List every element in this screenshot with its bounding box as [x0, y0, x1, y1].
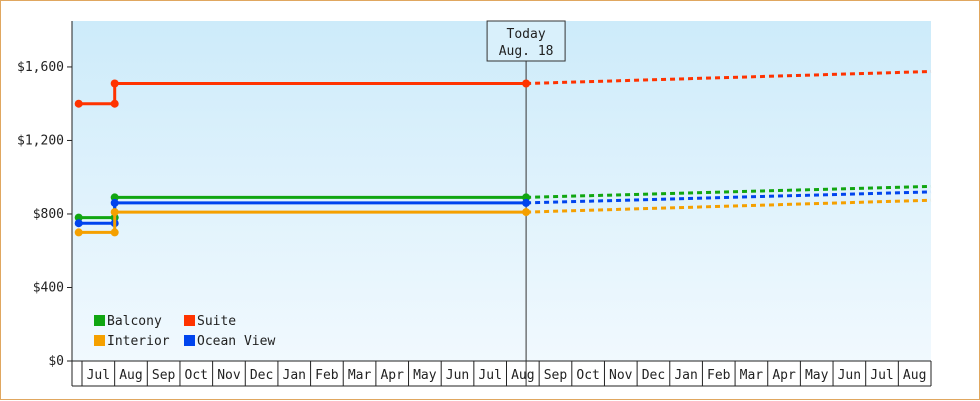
series-line-interior	[78, 210, 527, 234]
x-tick-label: Feb	[707, 368, 731, 383]
data-point-balcony	[74, 213, 83, 222]
data-point-balcony	[522, 193, 531, 202]
x-tick-label: Nov	[217, 368, 241, 383]
data-point-balcony	[110, 193, 119, 202]
x-tick-label: Dec	[250, 368, 273, 383]
today-callout-date: Aug. 18	[499, 44, 554, 59]
data-point-suite	[522, 79, 531, 88]
x-tick-label: Mar	[740, 368, 764, 383]
x-tick-label: Sep	[152, 368, 176, 383]
x-tick-label: May	[413, 368, 437, 383]
x-tick-label: Jun	[446, 368, 469, 383]
legend-swatch	[94, 335, 105, 346]
x-tick-label: Aug	[511, 368, 534, 383]
x-tick-label: Aug	[119, 368, 142, 383]
x-tick-label: Sep	[544, 368, 568, 383]
data-point-ocean-view	[522, 198, 531, 207]
x-tick-label: Oct	[576, 368, 599, 383]
today-callout-box	[486, 20, 566, 62]
data-point-interior	[110, 208, 119, 217]
x-tick-label: Oct	[185, 368, 208, 383]
legend-label: Interior	[107, 334, 170, 349]
x-tick-label: Apr	[772, 368, 796, 383]
series-forecast-suite	[526, 70, 932, 85]
x-tick-label: Nov	[609, 368, 633, 383]
x-tick-label: Feb	[315, 368, 339, 383]
y-tick-label: $400	[33, 280, 64, 295]
series-forecast-balcony	[526, 184, 932, 199]
x-tick-label: Mar	[348, 368, 372, 383]
legend-swatch	[184, 315, 195, 326]
x-tick-label: Apr	[380, 368, 404, 383]
x-tick-label: Jun	[838, 368, 861, 383]
x-tick-label: Jul	[870, 368, 893, 383]
data-point-interior	[110, 228, 119, 237]
x-tick-label: May	[805, 368, 829, 383]
today-callout-label: Today	[507, 27, 546, 42]
legend-label: Suite	[197, 314, 236, 329]
series-forecast-interior	[526, 198, 932, 214]
data-point-suite	[110, 99, 119, 108]
x-tick-label: Jan	[674, 368, 697, 383]
x-tick-label: Dec	[642, 368, 665, 383]
data-point-suite	[110, 79, 119, 88]
legend-label: Balcony	[107, 314, 162, 329]
data-point-interior	[522, 208, 531, 217]
data-point-suite	[74, 99, 83, 108]
x-tick-label: Jan	[283, 368, 306, 383]
legend-label: Ocean View	[197, 334, 275, 349]
x-tick-label: Aug	[903, 368, 926, 383]
data-point-interior	[74, 228, 83, 237]
series-line-suite	[78, 82, 527, 106]
data-point-ocean-view	[110, 198, 119, 207]
y-tick-label: $1,600	[17, 60, 64, 75]
x-tick-label: Jul	[478, 368, 501, 383]
x-tick-label: Jul	[87, 368, 110, 383]
y-tick-label: $0	[48, 354, 64, 369]
series-forecast-ocean-view	[526, 190, 932, 205]
legend-swatch	[184, 335, 195, 346]
plot-background	[72, 21, 931, 361]
legend-swatch	[94, 315, 105, 326]
data-point-ocean-view	[74, 219, 83, 228]
y-tick-label: $800	[33, 207, 64, 222]
y-tick-label: $1,200	[17, 133, 64, 148]
